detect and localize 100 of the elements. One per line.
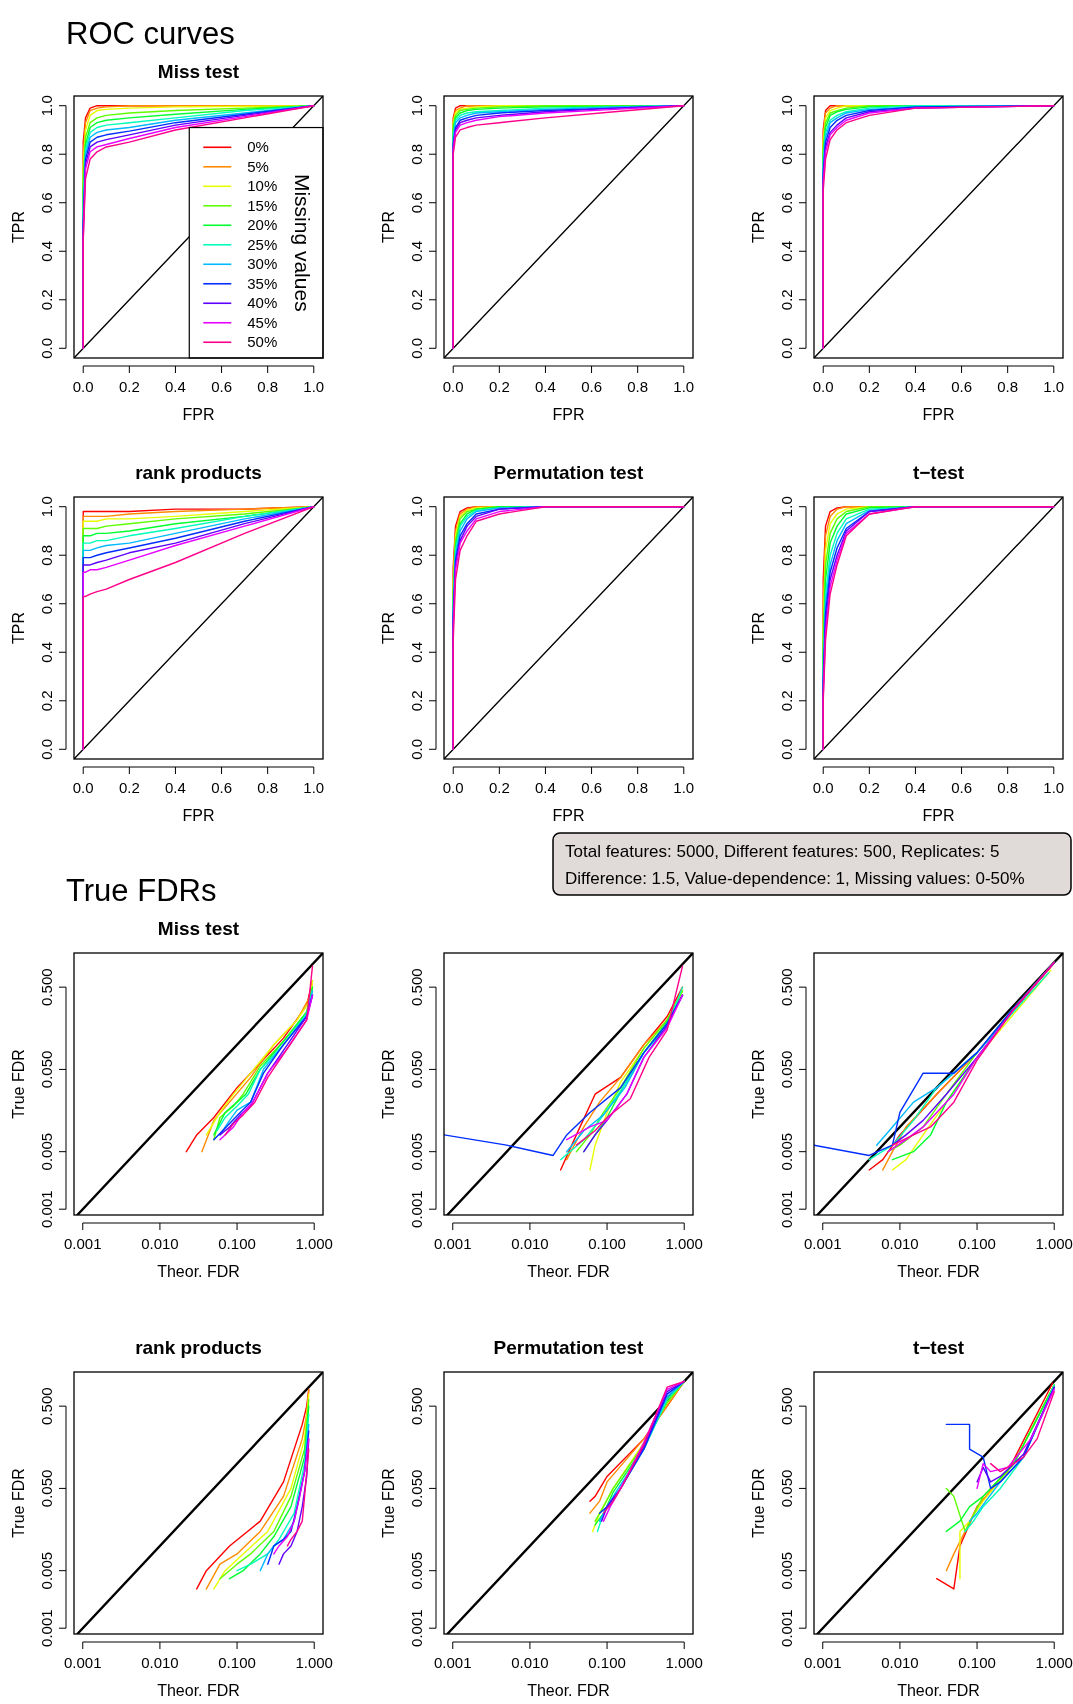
x-tick-label: 0.6 <box>581 378 602 395</box>
x-tick-label: 0.8 <box>257 378 279 395</box>
text: True FDRs <box>66 873 217 908</box>
x-axis-title: Theor. FDR <box>157 1263 240 1280</box>
y-tick-label: 0.4 <box>778 240 795 262</box>
y-tick-label: 0.500 <box>778 968 795 1006</box>
x-axis-title: Theor. FDR <box>157 1682 240 1699</box>
chart-title: t−test <box>912 1337 965 1358</box>
chart-title: Permutation test <box>493 462 645 483</box>
y-tick-label: 0.8 <box>38 544 55 566</box>
y-axis-title: TPR <box>380 612 397 644</box>
x-tick-label: 0.2 <box>858 779 880 796</box>
x-tick-label: 0.8 <box>627 378 649 395</box>
y-tick-label: 0.2 <box>38 690 55 712</box>
y-tick-label: 0.050 <box>408 1050 425 1089</box>
y-axis-title: True FDR <box>10 1468 27 1538</box>
y-tick-label: 0.500 <box>778 1387 795 1425</box>
y-axis-title: True FDR <box>750 1049 767 1119</box>
x-tick-label: 0.8 <box>997 779 1019 796</box>
y-tick-label: 1.0 <box>38 496 55 518</box>
y-tick-label: 0.2 <box>408 690 425 712</box>
x-axis-title: FPR <box>922 406 955 423</box>
y-axis-title: TPR <box>10 612 27 644</box>
y-tick-label: 0.6 <box>38 192 55 214</box>
y-tick-label: 0.4 <box>778 641 795 663</box>
y-tick-label: 0.4 <box>408 641 425 663</box>
y-tick-label: 0.050 <box>408 1469 425 1508</box>
y-tick-label: 0.005 <box>38 1551 55 1590</box>
x-tick-label: 0.0 <box>442 378 464 395</box>
y-tick-label: 0.8 <box>408 143 425 165</box>
text: Difference: 1.5, Value-dependence: 1, Missing values: 0-50% <box>565 869 1025 888</box>
chart-title: t−test <box>912 462 965 483</box>
x-tick-label: 0.001 <box>433 1235 472 1252</box>
y-axis-title: TPR <box>750 612 767 644</box>
x-tick-label: 0.010 <box>511 1654 549 1671</box>
x-tick-label: 0.010 <box>141 1654 179 1671</box>
y-tick-label: 1.0 <box>778 496 795 518</box>
x-tick-label: 0.6 <box>951 378 972 395</box>
x-axis-title: Theor. FDR <box>527 1263 610 1280</box>
x-tick-label: 1.0 <box>303 779 325 796</box>
x-axis-title: FPR <box>182 406 215 423</box>
x-tick-label: 1.0 <box>303 378 325 395</box>
chart-title: rank products <box>135 1337 262 1358</box>
chart-title: Permutation test <box>493 1337 645 1358</box>
y-tick-label: 1.0 <box>408 496 425 518</box>
x-tick-label: 0.0 <box>812 779 834 796</box>
x-tick-label: 0.4 <box>905 779 926 796</box>
x-tick-label: 0.100 <box>218 1654 256 1671</box>
text: Total features: 5000, Different features: 500, Replicates: 5 <box>565 842 1000 861</box>
x-tick-label: 0.6 <box>211 779 232 796</box>
x-axis-title: FPR <box>922 807 955 824</box>
chart-title: rank products <box>135 462 262 483</box>
x-axis-title: FPR <box>552 406 585 423</box>
x-tick-label: 1.0 <box>1043 378 1065 395</box>
y-axis-title: True FDR <box>750 1468 767 1538</box>
x-axis-title: FPR <box>552 807 585 824</box>
x-tick-label: 1.000 <box>295 1654 333 1671</box>
legend-label: 25% <box>247 235 278 253</box>
x-tick-label: 0.2 <box>118 378 140 395</box>
x-tick-label: 0.0 <box>72 378 94 395</box>
x-axis-title: Theor. FDR <box>897 1263 980 1280</box>
x-tick-label: 0.8 <box>627 779 649 796</box>
y-tick-label: 0.001 <box>408 1190 425 1228</box>
y-axis-title: True FDR <box>10 1049 27 1119</box>
x-tick-label: 0.010 <box>881 1654 919 1671</box>
y-tick-label: 0.0 <box>408 337 425 359</box>
x-tick-label: 0.0 <box>72 779 94 796</box>
y-axis-title: TPR <box>10 211 27 243</box>
y-tick-label: 0.0 <box>778 738 795 760</box>
y-tick-label: 0.001 <box>778 1190 795 1228</box>
x-tick-label: 0.010 <box>511 1235 549 1252</box>
y-tick-label: 0.2 <box>408 289 425 311</box>
y-tick-label: 0.4 <box>38 240 55 262</box>
x-tick-label: 0.2 <box>118 779 140 796</box>
x-tick-label: 1.000 <box>665 1235 703 1252</box>
legend-label: 5% <box>247 157 269 175</box>
x-tick-label: 0.001 <box>63 1235 102 1252</box>
x-tick-label: 0.100 <box>588 1235 626 1252</box>
x-axis-title: Theor. FDR <box>897 1682 980 1699</box>
text: ROC curves <box>66 16 235 51</box>
x-tick-label: 0.6 <box>581 779 602 796</box>
y-tick-label: 0.6 <box>408 192 425 214</box>
legend-label: 50% <box>247 333 278 351</box>
legend-label: 35% <box>247 274 278 292</box>
x-tick-label: 0.2 <box>858 378 880 395</box>
y-tick-label: 0.0 <box>778 337 795 359</box>
x-tick-label: 0.2 <box>488 779 510 796</box>
x-tick-label: 0.010 <box>881 1235 919 1252</box>
x-tick-label: 0.8 <box>997 378 1019 395</box>
x-tick-label: 0.100 <box>958 1235 996 1252</box>
x-tick-label: 1.0 <box>673 378 695 395</box>
legend-label: 0% <box>247 138 269 156</box>
y-tick-label: 0.001 <box>778 1609 795 1647</box>
x-tick-label: 0.010 <box>141 1235 179 1252</box>
x-tick-label: 0.4 <box>165 378 186 395</box>
y-tick-label: 0.001 <box>408 1609 425 1647</box>
x-tick-label: 0.001 <box>803 1235 842 1252</box>
y-tick-label: 0.005 <box>778 1551 795 1590</box>
y-tick-label: 0.050 <box>778 1469 795 1508</box>
y-tick-label: 0.500 <box>408 1387 425 1425</box>
